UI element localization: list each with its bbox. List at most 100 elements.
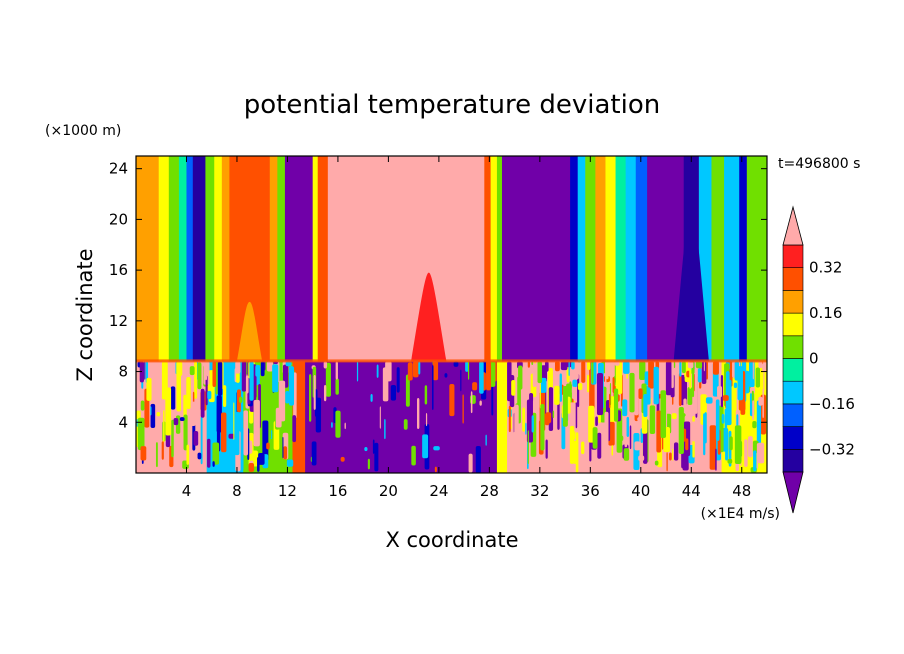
- turbulence-streak: [717, 385, 723, 398]
- turbulence-streak: [370, 393, 373, 402]
- turbulence-streak: [531, 415, 534, 433]
- upper-layer-column: [635, 156, 648, 362]
- turbulence-streak: [335, 361, 338, 380]
- colorbar-segment: [782, 312, 804, 337]
- turbulence-streak: [434, 466, 437, 473]
- upper-layer-column: [739, 156, 748, 362]
- colorbar: 0.32 0.16 0 −0.16 −0.32: [782, 205, 855, 514]
- turbulence-streak: [193, 431, 199, 446]
- turbulence-streak: [140, 400, 145, 411]
- x-axis: 4 8 12 16 20 24 28 32 36 40 44 48: [182, 156, 751, 500]
- x-tick-label: 28: [480, 482, 499, 500]
- turbulence-streak: [665, 361, 672, 396]
- turbulence-streak: [622, 399, 628, 417]
- turbulence-streak: [626, 416, 630, 438]
- turbulence-streak: [685, 438, 689, 451]
- turbulence-streak: [170, 386, 176, 410]
- turbulence-streak: [222, 385, 227, 407]
- turbulence-streak: [562, 386, 568, 427]
- upper-layer-column: [605, 156, 617, 362]
- turbulence-streak: [249, 361, 254, 401]
- upper-layer-column: [585, 156, 596, 362]
- turbulence-streak: [545, 439, 548, 459]
- upper-layer-column: [192, 156, 207, 362]
- turbulence-streak: [216, 395, 222, 433]
- upper-layer-column: [205, 156, 215, 362]
- upper-layer-column: [158, 156, 170, 362]
- turbulence-streak: [673, 361, 676, 369]
- turbulence-streak: [453, 361, 459, 367]
- colorbar-segment: [782, 290, 804, 314]
- turbulence-streak: [678, 406, 684, 455]
- turbulence-streak: [245, 375, 249, 394]
- turbulence-streak: [472, 382, 478, 391]
- x-tick-label: 16: [328, 482, 347, 500]
- turbulence-streak: [762, 389, 764, 419]
- turbulence-streak: [511, 380, 516, 396]
- x-axis-label: X coordinate: [385, 528, 518, 552]
- y-tick-label: 24: [109, 160, 128, 178]
- turbulence-streak: [269, 407, 272, 439]
- turbulence-streak: [411, 445, 416, 466]
- turbulence-streak: [251, 450, 258, 467]
- turbulence-streak: [491, 383, 494, 416]
- turbulence-streak: [235, 361, 241, 374]
- turbulence-streak: [418, 361, 421, 375]
- turbulence-streak: [691, 421, 697, 442]
- turbulence-streak: [527, 361, 530, 368]
- turbulence-streak: [405, 374, 410, 407]
- upper-layer-column: [496, 156, 503, 362]
- turbulence-streak: [136, 419, 138, 427]
- turbulence-streak: [553, 418, 557, 442]
- turbulence-streak: [653, 366, 659, 405]
- upper-layer-column: [148, 156, 160, 362]
- colorbar-segment: [782, 448, 804, 473]
- turbulence-streak: [532, 367, 537, 387]
- x-tick-label: 20: [379, 482, 398, 500]
- turbulence-streak: [634, 373, 639, 416]
- turbulence-streak: [757, 442, 765, 464]
- turbulence-streak: [403, 419, 408, 430]
- turbulence-streak: [207, 390, 212, 400]
- upper-layer-column: [168, 156, 180, 362]
- turbulence-streak: [190, 401, 196, 427]
- x-axis-unit: (×1E4 m/s): [701, 506, 780, 522]
- turbulence-streak: [649, 361, 655, 389]
- turbulence-streak: [433, 446, 440, 451]
- upper-layer-column: [327, 156, 485, 362]
- turbulence-streak: [577, 382, 583, 391]
- lower-layer-region: [496, 361, 508, 473]
- turbulence-streak: [376, 364, 379, 378]
- turbulence-streak: [623, 448, 630, 461]
- turbulence-streak: [552, 410, 555, 419]
- turbulence-streak: [573, 440, 579, 465]
- turbulence-streak: [753, 450, 757, 472]
- turbulence-streak: [465, 361, 469, 372]
- turbulence-streak: [694, 368, 698, 414]
- colorbar-tick-label: −0.16: [809, 395, 855, 413]
- turbulence-streak: [715, 399, 720, 442]
- turbulence-streak: [715, 448, 717, 471]
- turbulence-streak: [145, 361, 149, 383]
- turbulence-streak: [374, 442, 379, 472]
- turbulence-streak: [725, 371, 730, 398]
- upper-layer-column: [501, 156, 571, 362]
- turbulence-streak: [695, 361, 703, 369]
- turbulence-streak: [743, 370, 750, 394]
- turbulence-streak: [146, 377, 152, 401]
- turbulence-streak: [258, 453, 265, 465]
- turbulence-streak: [608, 393, 611, 409]
- turbulence-streak: [752, 400, 755, 420]
- turbulence-streak: [758, 361, 763, 369]
- turbulence-streak: [344, 422, 346, 430]
- turbulence-streak: [704, 412, 707, 444]
- x-tick-label: 4: [182, 482, 192, 500]
- turbulence-streak: [629, 425, 632, 450]
- turbulence-streak: [606, 361, 609, 380]
- turbulence-streak: [282, 436, 284, 459]
- turbulence-streak: [479, 400, 482, 406]
- turbulence-streak: [705, 361, 708, 380]
- turbulence-streak: [228, 433, 235, 439]
- turbulence-streak: [619, 435, 624, 442]
